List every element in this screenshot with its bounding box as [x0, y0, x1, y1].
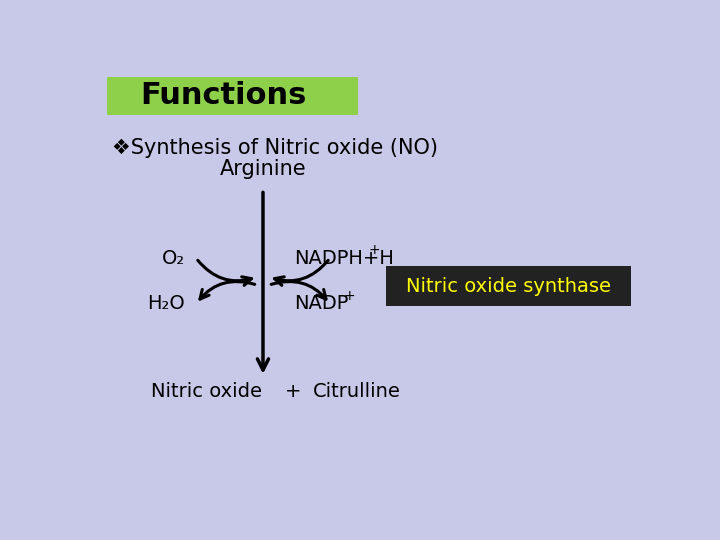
Text: H₂O: H₂O: [147, 294, 185, 313]
FancyBboxPatch shape: [386, 266, 631, 306]
Text: +: +: [369, 243, 381, 257]
Text: Nitric oxide: Nitric oxide: [151, 382, 262, 401]
Text: Citrulline: Citrulline: [313, 382, 401, 401]
Text: Functions: Functions: [140, 82, 307, 111]
Text: ❖Synthesis of Nitric oxide (NO): ❖Synthesis of Nitric oxide (NO): [112, 138, 438, 158]
Text: NADPH+H: NADPH+H: [294, 248, 394, 268]
FancyBboxPatch shape: [107, 77, 358, 114]
Text: +: +: [344, 288, 356, 302]
Text: Arginine: Arginine: [220, 159, 306, 179]
Text: Nitric oxide synthase: Nitric oxide synthase: [406, 276, 611, 296]
Text: O₂: O₂: [161, 248, 185, 268]
Text: +: +: [285, 382, 302, 401]
Text: NADP: NADP: [294, 294, 348, 313]
